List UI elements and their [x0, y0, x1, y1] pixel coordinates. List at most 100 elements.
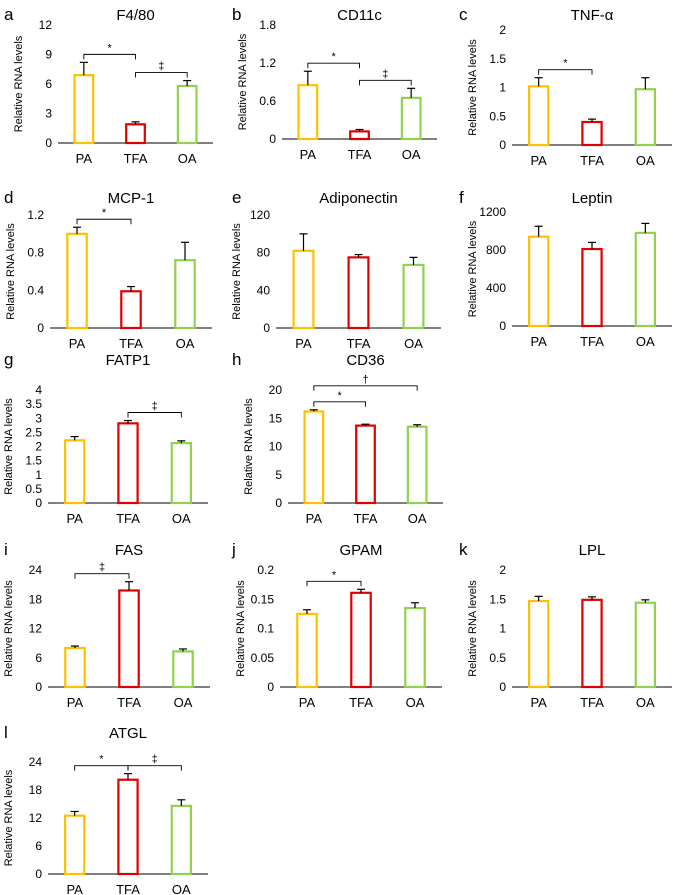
chart-panel-l: l ATGL Relative RNA levels 0 6 12 18 24 PA TFA OA *… [3, 723, 208, 895]
x-tick-label: PA [66, 511, 83, 526]
y-tick-label: 1.8 [259, 18, 276, 32]
x-tick-label: PA [76, 151, 93, 166]
y-tick-label: 0 [275, 496, 282, 510]
y-tick-label: 0 [267, 680, 274, 694]
y-axis-label: Relative RNA levels [13, 35, 25, 132]
panel-letter: l [4, 723, 8, 742]
chart-panel-j: j GPAM Relative RNA levels 0 0.05 0.1 0.15 0.2 P… [231, 540, 442, 710]
y-tick-label: 1.5 [489, 592, 506, 606]
y-tick-label: 0.4 [27, 283, 44, 297]
x-tick-label: OA [636, 695, 655, 710]
y-tick-label: 9 [45, 48, 52, 62]
chart-title: LPL [579, 542, 606, 559]
chart-panel-f: f Leptin Relative RNA levels 0 400 800 1200 PA T… [459, 188, 672, 349]
bar-tfa [120, 290, 142, 330]
x-tick-label: PA [306, 511, 323, 526]
x-tick-label: OA [172, 882, 191, 895]
bar-pa [527, 599, 550, 689]
significance-marker: * [108, 42, 113, 54]
significance-marker: * [332, 569, 337, 581]
y-tick-label: 3 [35, 411, 42, 425]
y-tick-label: 0.05 [251, 651, 275, 665]
significance-marker: * [563, 58, 568, 70]
panel-letter: f [459, 188, 464, 207]
chart-title: CD36 [346, 352, 384, 369]
x-tick-label: PA [530, 153, 547, 168]
x-tick-label: TFA [580, 695, 604, 710]
panel-letter: a [4, 5, 14, 24]
y-axis-label: Relative RNA levels [237, 33, 249, 130]
y-tick-label: 18 [29, 783, 43, 797]
y-tick-label: 40 [257, 283, 271, 297]
bar-pa [73, 74, 95, 145]
x-tick-label: OA [176, 336, 195, 351]
bar-pa [63, 439, 86, 505]
panel-letter: j [231, 540, 236, 559]
bar-tfa [581, 598, 603, 689]
y-tick-label: 120 [250, 208, 270, 222]
significance-bracket [313, 401, 366, 407]
bar-pa [64, 646, 86, 689]
y-tick-label: 800 [486, 243, 506, 257]
bar-tfa [118, 589, 140, 689]
panel-letter: c [459, 5, 468, 24]
significance-marker: * [338, 390, 343, 402]
significance-bracket [76, 218, 132, 225]
y-tick-label: 0.5 [489, 651, 506, 665]
bar-pa [527, 85, 550, 147]
x-tick-label: OA [636, 153, 655, 168]
y-tick-label: 1.5 [25, 454, 42, 468]
x-tick-label: PA [66, 882, 83, 895]
bar-oa [170, 804, 193, 876]
y-axis-label: Relative RNA levels [467, 580, 479, 677]
y-axis-label: Relative RNA levels [3, 580, 15, 677]
panel-letter: b [232, 5, 241, 24]
bar-pa [66, 232, 88, 330]
bar-oa [172, 650, 194, 689]
bar-oa [170, 442, 193, 505]
chart-panel-b: b CD11c Relative RNA levels 0 0.6 1.2 1.8 PA TFA… [232, 5, 437, 162]
x-tick-label: PA [69, 336, 86, 351]
significance-marker: ‡ [152, 754, 158, 766]
bar-pa [303, 410, 325, 505]
y-tick-label: 1200 [479, 205, 506, 219]
y-tick-label: 0.6 [259, 94, 276, 108]
y-tick-label: 4 [35, 383, 42, 397]
y-tick-label: 1.2 [259, 56, 276, 70]
chart-panel-e: e Adiponectin Relative RNA levels 0 40 80 120 P… [231, 188, 441, 351]
panel-letter: k [459, 540, 468, 559]
y-tick-label: 6 [35, 651, 42, 665]
x-tick-label: TFA [580, 153, 604, 168]
y-axis-label: Relative RNA levels [235, 580, 247, 677]
significance-bracket [74, 573, 130, 579]
bar-tfa [355, 424, 376, 505]
y-tick-label: 2 [35, 440, 42, 454]
significance-bracket [74, 765, 129, 771]
y-axis-label: Relative RNA levels [5, 223, 17, 320]
bar-oa [176, 84, 198, 145]
bar-pa [63, 814, 86, 876]
y-tick-label: 0.5 [25, 482, 42, 496]
bar-oa [404, 606, 426, 689]
x-tick-label: TFA [119, 336, 143, 351]
x-tick-label: PA [299, 695, 316, 710]
chart-title: FATP1 [106, 352, 151, 369]
bar-pa [297, 84, 319, 141]
significance-marker: * [102, 207, 107, 219]
significance-marker: ‡ [152, 401, 158, 413]
y-tick-label: 2 [499, 563, 506, 577]
chart-panel-h: h CD36 Relative RNA levels 0 5 10 15 20 PA TFA OA *… [232, 350, 443, 526]
y-tick-label: 2.5 [25, 425, 42, 439]
x-tick-label: TFA [349, 695, 373, 710]
bar-oa [634, 601, 657, 689]
chart-panel-i: i FAS Relative RNA levels 0 6 12 18 24 PA TFA OA ‡ [3, 540, 210, 710]
y-tick-label: 12 [39, 18, 53, 32]
x-tick-label: PA [530, 334, 547, 349]
chart-panel-c: c TNF-α Relative RNA levels 0 0.5 1 1.5 2 PA TFA O… [459, 5, 672, 168]
chart-panel-g: g FATP1 Relative RNA levels 00.511.522.533.… [3, 350, 208, 526]
y-tick-label: 6 [35, 839, 42, 853]
chart-title: FAS [115, 542, 143, 559]
significance-bracket [83, 53, 136, 60]
bar-oa [400, 96, 422, 141]
x-tick-label: OA [406, 695, 425, 710]
